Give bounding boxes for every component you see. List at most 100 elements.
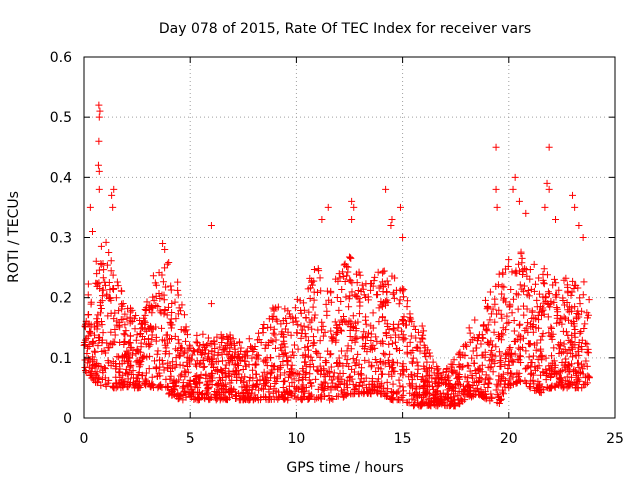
data-point xyxy=(318,318,326,326)
data-point xyxy=(98,347,106,355)
data-point xyxy=(309,333,317,341)
data-point xyxy=(393,389,401,397)
y-tick-label: 0.1 xyxy=(50,351,72,367)
data-point xyxy=(378,314,386,322)
data-point xyxy=(570,285,578,293)
data-point xyxy=(367,286,375,294)
data-point xyxy=(165,350,173,358)
data-point xyxy=(308,382,316,390)
data-point xyxy=(348,322,356,330)
data-point xyxy=(431,378,439,386)
data-point xyxy=(329,373,337,381)
data-point xyxy=(231,348,239,356)
data-point xyxy=(519,343,527,351)
data-point xyxy=(335,354,343,362)
data-point xyxy=(347,345,355,353)
data-point xyxy=(532,384,540,392)
data-point xyxy=(126,313,134,321)
data-point xyxy=(167,372,175,380)
data-point xyxy=(336,274,344,282)
data-point xyxy=(313,366,321,374)
data-point xyxy=(515,331,523,339)
data-point xyxy=(559,384,567,392)
data-point xyxy=(349,380,357,388)
data-point xyxy=(121,331,129,339)
data-point xyxy=(355,268,363,276)
data-point xyxy=(530,380,538,388)
data-point xyxy=(266,353,274,361)
data-point xyxy=(371,273,379,281)
data-point xyxy=(397,327,405,335)
data-point xyxy=(569,191,577,199)
data-point xyxy=(363,388,371,396)
data-point xyxy=(172,315,180,323)
data-point xyxy=(496,356,504,364)
data-point xyxy=(550,344,558,352)
data-point xyxy=(188,351,196,359)
data-point xyxy=(180,349,188,357)
data-point xyxy=(263,370,271,378)
data-point xyxy=(317,287,325,295)
data-point xyxy=(369,341,377,349)
data-point xyxy=(354,350,362,358)
data-point xyxy=(340,313,348,321)
data-point xyxy=(85,342,93,350)
data-point xyxy=(564,283,572,291)
data-point xyxy=(83,344,91,352)
data-point xyxy=(260,321,268,329)
data-point xyxy=(506,344,514,352)
data-point xyxy=(162,283,170,291)
data-point xyxy=(382,185,390,193)
data-point xyxy=(322,359,330,367)
data-point xyxy=(502,351,510,359)
data-point xyxy=(573,310,581,317)
data-point xyxy=(378,380,386,388)
data-point xyxy=(473,337,481,345)
data-point xyxy=(381,351,389,359)
data-point xyxy=(324,203,332,211)
data-point xyxy=(490,328,498,336)
data-point xyxy=(455,350,463,358)
data-point xyxy=(146,325,154,333)
data-point xyxy=(248,354,256,362)
data-point xyxy=(281,369,289,377)
data-point xyxy=(517,250,525,258)
data-point xyxy=(384,281,392,289)
data-point xyxy=(470,359,478,367)
data-point xyxy=(413,358,421,366)
data-point xyxy=(493,203,501,211)
data-point xyxy=(172,361,180,369)
data-point xyxy=(326,396,334,404)
data-point xyxy=(500,294,508,302)
data-point xyxy=(233,392,241,400)
data-point xyxy=(527,323,535,331)
data-point xyxy=(530,260,538,268)
data-point xyxy=(96,284,104,292)
data-point xyxy=(288,369,296,377)
data-point xyxy=(434,388,442,396)
data-point xyxy=(582,357,590,365)
data-point xyxy=(270,385,278,393)
data-point xyxy=(505,361,513,369)
data-point xyxy=(210,338,218,346)
data-point xyxy=(106,286,114,294)
data-point xyxy=(484,363,492,371)
data-point xyxy=(327,289,335,297)
data-point xyxy=(91,348,99,356)
data-point xyxy=(501,361,509,369)
data-point xyxy=(560,383,568,391)
data-point xyxy=(535,316,543,324)
data-point xyxy=(410,400,418,408)
data-point xyxy=(300,299,308,307)
data-point xyxy=(355,295,363,303)
data-point xyxy=(389,325,397,333)
data-point xyxy=(403,297,411,305)
data-point xyxy=(329,395,337,403)
data-point xyxy=(504,381,512,389)
data-point xyxy=(544,288,552,296)
data-point xyxy=(419,382,427,390)
data-point xyxy=(191,380,199,388)
data-point xyxy=(463,361,471,369)
data-point xyxy=(406,313,414,321)
data-point xyxy=(133,331,141,339)
